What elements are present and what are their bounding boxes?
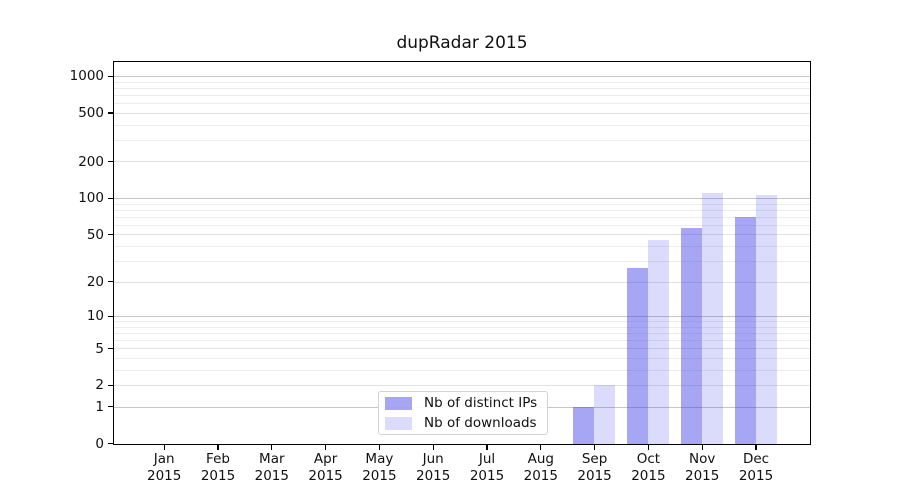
- x-tick-mark: [540, 445, 542, 450]
- gridline: [114, 326, 810, 328]
- x-tick-mark: [486, 445, 488, 450]
- x-tick-mark: [594, 445, 596, 450]
- bar-ips-oct: [627, 268, 649, 444]
- y-axis-tick-label: 0: [95, 435, 104, 452]
- legend-swatch-downloads: [385, 416, 412, 430]
- y-tick-mark: [108, 75, 113, 77]
- bar-downloads-sep: [594, 385, 616, 444]
- x-tick-mark: [163, 445, 165, 450]
- gridline: [114, 94, 810, 96]
- x-axis-tick-label: Dec 2015: [738, 451, 774, 484]
- y-tick-mark: [108, 406, 113, 408]
- x-tick-mark: [378, 445, 380, 450]
- gridline: [114, 216, 810, 218]
- gridlines-layer: [114, 62, 810, 444]
- bar-ips-dec: [734, 216, 756, 444]
- gridline: [114, 103, 810, 105]
- bar-ips-nov: [681, 227, 702, 444]
- gridline: [114, 321, 810, 323]
- plot-area: [113, 61, 811, 445]
- y-tick-mark: [108, 112, 113, 114]
- x-tick-mark: [755, 445, 757, 450]
- x-tick-mark: [647, 445, 649, 450]
- y-axis-tick-label: 2: [95, 377, 104, 394]
- x-tick-mark: [325, 445, 327, 450]
- gridline: [114, 332, 810, 334]
- y-tick-mark: [108, 443, 113, 445]
- y-axis-tick-label: 100: [78, 190, 104, 207]
- x-axis-tick-label: Aug 2015: [523, 451, 558, 484]
- legend-label-distinct-ips: Nb of distinct IPs: [424, 395, 538, 411]
- legend-swatch-distinct-ips: [385, 396, 412, 410]
- gridline: [114, 203, 810, 205]
- y-tick-mark: [108, 281, 113, 283]
- bar-downloads-nov: [702, 193, 723, 444]
- x-axis-tick-label: Sep 2015: [577, 451, 612, 484]
- gridline: [114, 281, 810, 283]
- y-tick-mark: [108, 197, 113, 199]
- x-axis-tick-label: Jul 2015: [469, 451, 505, 484]
- gridline: [114, 340, 810, 341]
- gridline: [114, 260, 810, 262]
- x-axis-tick-label: Mar 2015: [254, 451, 289, 484]
- gridline: [114, 316, 810, 317]
- gridline: [114, 198, 810, 199]
- gridline: [114, 112, 810, 114]
- chart-title: dupRadar 2015: [396, 33, 528, 53]
- gridline: [114, 161, 810, 163]
- gridline: [114, 139, 810, 141]
- y-tick-mark: [108, 234, 113, 236]
- gridline: [114, 358, 810, 359]
- x-axis-tick-label: Jun 2015: [416, 451, 451, 484]
- gridline: [114, 234, 810, 236]
- x-axis-tick-label: May 2015: [362, 451, 397, 484]
- y-axis-tick-label: 200: [78, 153, 104, 170]
- x-tick-mark: [217, 445, 219, 450]
- gridline: [114, 87, 810, 89]
- x-axis-tick-label: Jan 2015: [147, 451, 182, 484]
- gridline: [114, 348, 810, 350]
- x-axis-tick-label: Nov 2015: [685, 451, 720, 484]
- x-axis-tick-label: Feb 2015: [200, 451, 236, 484]
- gridline: [114, 124, 810, 126]
- legend-label-downloads: Nb of downloads: [424, 415, 537, 431]
- y-axis-tick-label: 1: [95, 398, 104, 415]
- x-tick-mark: [271, 445, 273, 450]
- legend-item-downloads: Nb of downloads: [385, 415, 541, 431]
- y-tick-mark: [108, 384, 113, 386]
- bar-downloads-oct: [648, 239, 670, 444]
- y-axis-tick-label: 500: [78, 105, 104, 121]
- x-axis-tick-label: Oct 2015: [631, 451, 666, 484]
- y-axis-tick-label: 10: [86, 308, 104, 325]
- legend: Nb of distinct IPs Nb of downloads: [378, 391, 548, 435]
- bar-downloads-dec: [755, 195, 777, 444]
- gridline: [114, 224, 810, 226]
- legend-item-distinct-ips: Nb of distinct IPs: [385, 395, 541, 411]
- x-tick-mark: [432, 445, 434, 450]
- y-axis-tick-label: 5: [95, 340, 104, 357]
- bars-layer: [114, 62, 810, 444]
- gridline: [114, 75, 810, 77]
- gridline: [114, 246, 810, 247]
- y-axis-tick-label: 1000: [69, 68, 104, 85]
- y-tick-mark: [108, 161, 113, 163]
- y-tick-mark: [108, 347, 113, 350]
- x-tick-mark: [701, 445, 703, 450]
- y-axis-tick-label: 50: [86, 226, 104, 243]
- x-axis-tick-label: Apr 2015: [308, 451, 343, 484]
- gridline: [114, 81, 810, 83]
- y-axis-tick-label: 20: [86, 273, 104, 290]
- gridline: [114, 209, 810, 211]
- bar-ips-sep: [573, 406, 595, 444]
- gridline: [114, 385, 810, 387]
- gridline: [114, 369, 810, 371]
- y-tick-mark: [108, 315, 113, 317]
